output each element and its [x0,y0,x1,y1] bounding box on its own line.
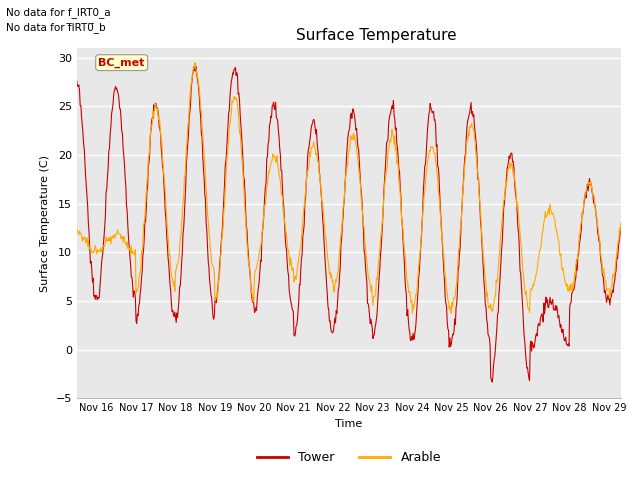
X-axis label: Time: Time [335,419,362,429]
Title: Surface Temperature: Surface Temperature [296,28,456,43]
Text: No data for f_IRT0_a: No data for f_IRT0_a [6,7,111,18]
Text: No data for f̅IRT0̅_b: No data for f̅IRT0̅_b [6,22,106,33]
Legend: Tower, Arable: Tower, Arable [252,446,446,469]
Text: BC_met: BC_met [99,58,145,68]
Y-axis label: Surface Temperature (C): Surface Temperature (C) [40,155,50,292]
